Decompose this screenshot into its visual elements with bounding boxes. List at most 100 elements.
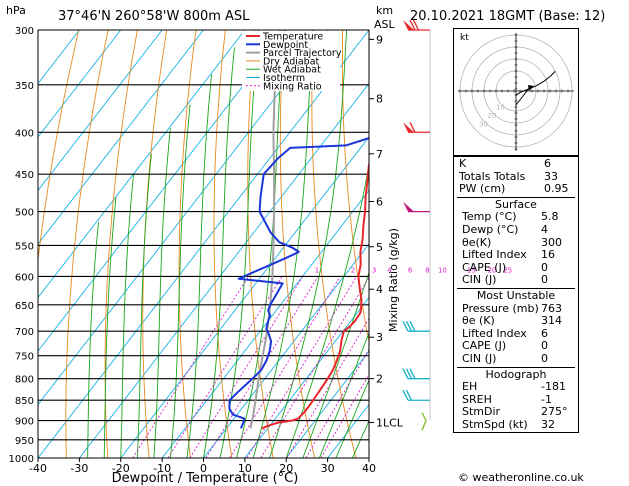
index-value: 314 [541,314,562,328]
index-row: StmSpd (kt) 32 [457,417,575,432]
mixing-ratio-line [132,276,249,458]
mixing-ratio-label: 3 [372,266,376,274]
pressure-tick-label: 500 [15,208,34,219]
wind-barb-flag [403,20,414,30]
datetime-label: 20.10.2021 18GMT (Base: 12) [410,9,605,24]
index-value: 0 [541,273,548,287]
mixing-ratio-label: 8 [425,266,429,274]
mixing-ratio-axis-title: Mixing Ratio (g/kg) [387,228,400,332]
isotherm-line [285,350,369,458]
temp-tick-label: -10 [153,462,171,475]
x-axis-title: Dewpoint / Temperature (°C) [112,471,299,486]
index-row: Pressure (mb) 763 [457,301,575,316]
dewpoint-line [228,137,369,429]
pressure-tick-label: 300 [15,26,34,37]
dry-adiabat-line [38,30,80,264]
indices-section-title: Surface [495,197,537,211]
index-row: Lifted Index 6 [457,326,575,341]
pressure-tick-label: 650 [15,301,34,312]
legend-entry: Wet Adiabat [263,65,321,76]
wind-barb-feather [409,368,416,379]
temp-tick-label: 20 [279,462,293,475]
indices-section-title: Hodograph [485,367,547,381]
legend-entry: Dewpoint [263,40,308,51]
mixing-ratio-line [286,317,369,458]
isotherm-line [203,243,369,458]
index-value: 4 [541,222,548,236]
wet-adiabat-line [103,197,117,458]
pressure-tick-label: 700 [15,327,34,338]
index-name: EH [462,380,478,394]
index-row: Totals Totals 33 [454,170,578,184]
index-row: Lifted Index 16 [457,249,575,262]
dry-adiabat-line [577,30,629,458]
dry-adiabat-line [65,30,109,458]
dry-adiabat-line [607,30,629,458]
indices-section-title: Most Unstable [476,288,556,302]
wind-barb-feather [402,320,409,332]
km-label: km [376,4,393,17]
temp-tick-label: -20 [112,462,130,475]
temp-tick-label: 30 [321,462,335,475]
storm-motion-arrowhead [528,85,534,91]
km-tick-label: 1LCL [376,417,404,430]
storm-motion-vector [515,86,531,106]
pressure-tick-label: 400 [15,128,34,139]
temp-tick-label: -30 [70,462,88,475]
index-row: CIN (J) 0 [457,351,575,366]
km-tick-label: 8 [376,93,383,106]
isotherm-line [38,30,122,138]
index-row: Dewp (°C) 4 [457,222,575,237]
wind-barb-feather [409,121,416,133]
legend-entry: Parcel Trajectory [263,48,342,59]
hodograph-track [515,71,556,96]
index-row: SREH -1 [457,392,575,407]
wind-barb-feather [409,320,416,332]
index-name: StmSpd (kt) [462,417,528,431]
index-name: SREH [462,392,492,406]
index-value: 0.95 [544,182,569,196]
pressure-tick-label: 600 [15,272,34,283]
hodograph-ring-label: 10 [496,104,505,112]
temp-tick-label: -40 [29,462,47,475]
index-row: PW (cm) 0.95 [454,183,578,196]
wind-barb-feather [409,19,416,31]
index-row: CIN (J) 0 [457,274,575,287]
mixing-ratio-label: 1 [315,266,319,274]
hodograph-panel: kt 10 20 30 [453,28,579,156]
wet-adiabat-line [203,47,235,458]
mixing-ratio-label: 2 [351,266,355,274]
indices-panel: K 6 Totals Totals 33 PW (cm) 0.95 Surface Temp … [453,156,579,434]
index-row: EH -181 [457,380,575,394]
pressure-tick-label: 450 [15,170,34,181]
index-name: Lifted Index [462,248,527,262]
index-value: 6 [541,326,548,340]
index-name: K [459,157,467,170]
pressure-tick-label: 900 [15,417,34,428]
index-row: CAPE (J) 0 [457,340,575,353]
index-name: CIN (J) [462,273,497,287]
hodograph-ring-label: 30 [479,121,488,129]
index-name: Pressure (mb) [462,301,539,315]
pressure-tick-label: 750 [15,352,34,363]
index-value: 5.8 [541,210,559,224]
isotherm-line [38,30,246,299]
index-value: -181 [541,380,566,394]
wind-barb-feather [402,368,409,379]
index-value: 0 [541,339,548,353]
wet-adiabat-line [87,222,99,458]
mixing-ratio-line [189,276,304,458]
index-value: 32 [541,417,555,431]
mixing-ratio-label: 4 [387,266,392,274]
index-row: CAPE (J) 0 [457,261,575,275]
index-name: StmDir [462,405,501,419]
index-value: -1 [541,392,552,406]
surface-wind-mark [421,412,427,431]
temp-tick-label: 40 [362,462,376,475]
isotherm-line [38,30,287,352]
index-value: 0 [541,351,548,365]
index-name: CIN (J) [462,351,497,365]
km-tick-label: 4 [376,283,383,296]
